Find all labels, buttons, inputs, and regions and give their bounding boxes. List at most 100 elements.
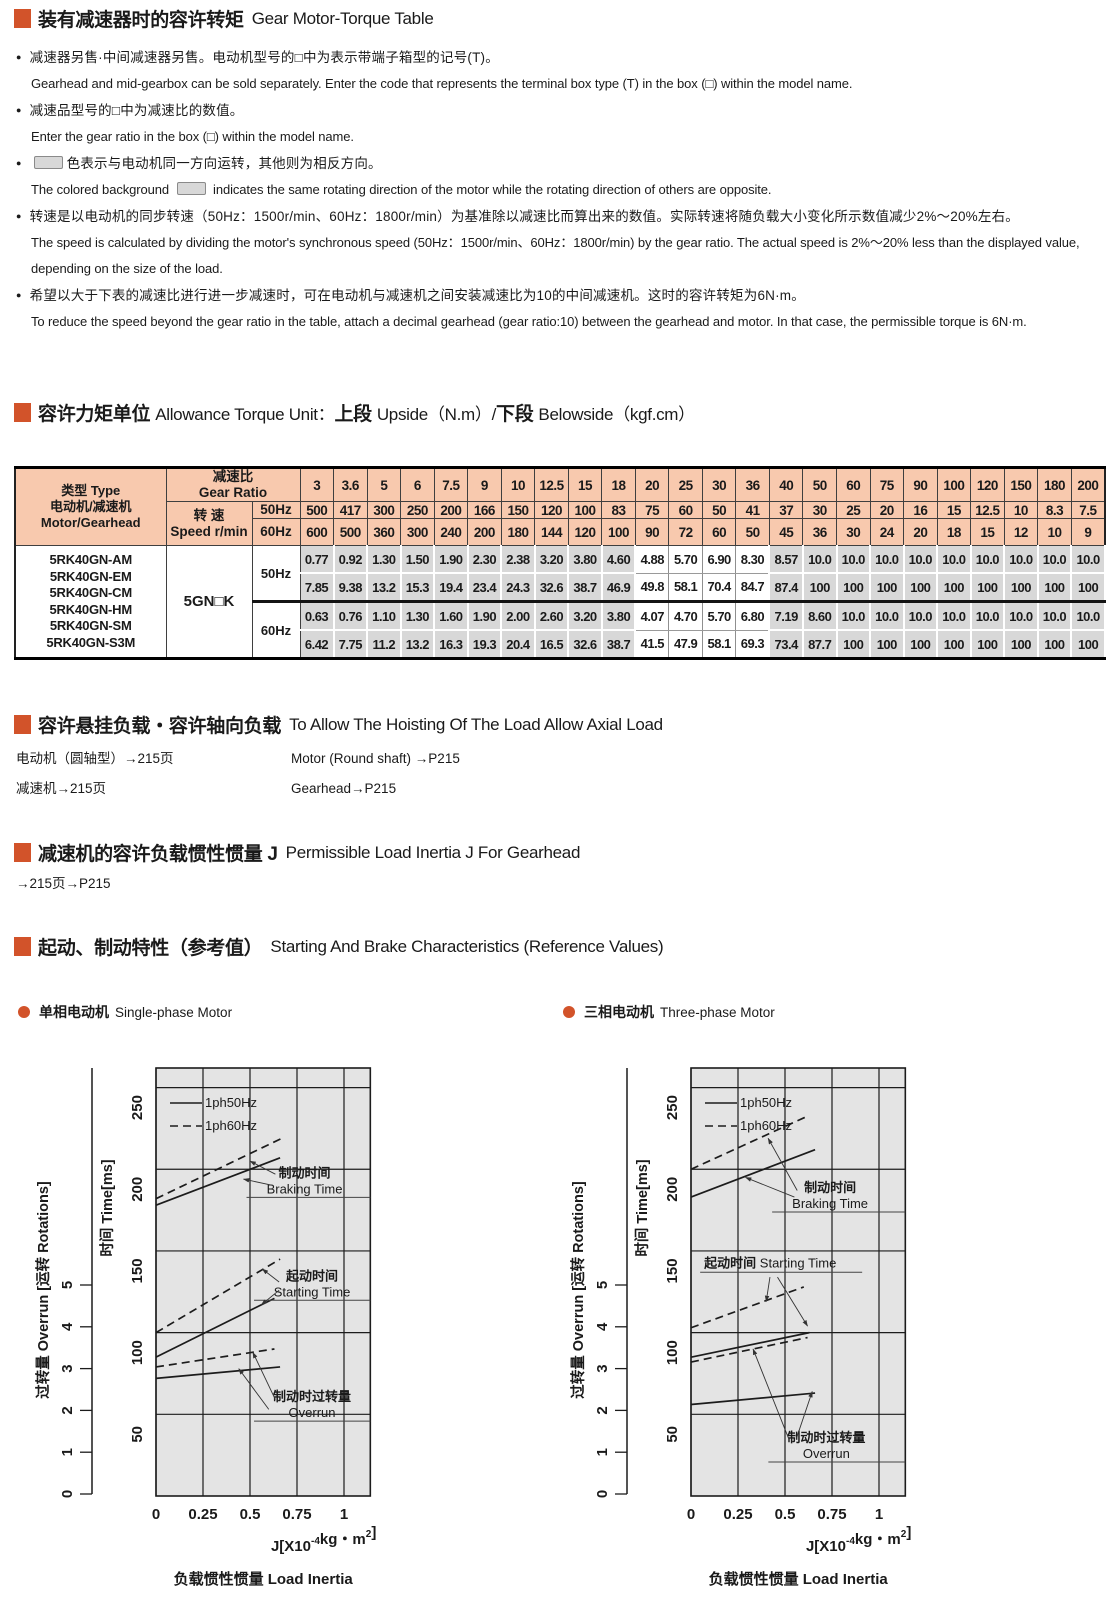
load-inertia-label: 负载惯性惯量 Load Inertia	[709, 1570, 889, 1588]
section-heading-start-brake: 起动、制动特性（参考值） Starting And Brake Characte…	[14, 933, 664, 960]
speed-50hz-value-cell: 83	[601, 501, 636, 519]
body-50hz-label-cell: 50Hz	[251, 545, 301, 602]
torque-nm-60hz-cell: 1.10	[366, 600, 402, 631]
speed-50hz-value-cell: 300	[366, 501, 402, 519]
torque-kgfcm-60hz-cell: 16.5	[533, 629, 570, 660]
annotation-arrow	[242, 1178, 274, 1187]
torque-kgfcm-50hz-cell: 100	[969, 572, 1006, 603]
series-overrun-50hz	[155, 1366, 281, 1380]
gear-ratio-value-cell: 90	[903, 467, 938, 502]
torque-kgfcm-60hz-cell: 73.4	[768, 629, 804, 660]
annotation-cn: 制动时间	[804, 1180, 856, 1195]
speed-50hz-value-cell: 7.5	[1070, 501, 1106, 519]
time-tick-label: 200	[129, 1177, 146, 1202]
time-tick-label: 50	[129, 1426, 146, 1443]
speed-50hz-value-cell: 30	[802, 501, 837, 519]
note-cn-line: ● 减速器另售·中间减速器另售。电动机型号的□中为表示带端子箱型的记号(T)。	[16, 50, 499, 65]
note-en-line: The colored background indicates the sam…	[31, 182, 772, 197]
gear-ratio-value-cell: 36	[735, 467, 770, 502]
speed-50hz-value-cell: 120	[534, 501, 569, 519]
annotation-arrow	[764, 1277, 771, 1303]
series-braking-time-60hz	[690, 1116, 807, 1171]
torque-kgfcm-60hz-cell: 58.1	[701, 629, 737, 660]
bullet-icon: ●	[16, 52, 22, 62]
overrun-tick-label: 0	[59, 1490, 76, 1498]
heading-cn: 装有减速器时的容许转矩	[38, 10, 244, 31]
torque-kgfcm-60hz-cell: 6.42	[299, 629, 335, 660]
torque-kgfcm-60hz-cell: 100	[902, 629, 939, 660]
torque-nm-50hz-cell: 8.30	[735, 545, 771, 574]
body-60hz-label-cell: 60Hz	[251, 600, 301, 659]
time-tick-label: 100	[129, 1340, 146, 1365]
speed-50hz-value-cell: 8.3	[1037, 501, 1072, 519]
torque-kgfcm-60hz-cell: 100	[1003, 629, 1039, 660]
overrun-tick-label: 2	[59, 1406, 76, 1414]
torque-kgfcm-50hz-cell: 87.4	[768, 572, 804, 603]
overrun-tick-label: 5	[59, 1281, 76, 1289]
heading-en-segment: Allowance Torque Unit：	[155, 405, 335, 424]
torque-kgfcm-50hz-cell: 100	[1036, 572, 1073, 603]
heading-torque-unit-text: 容许力矩单位 Allowance Torque Unit：上段 Upside（N…	[38, 399, 695, 426]
time-tick-label: 250	[664, 1095, 681, 1120]
torque-nm-60hz-cell: 2.60	[533, 600, 570, 631]
bullet-icon: ●	[16, 158, 22, 168]
torque-kgfcm-50hz-cell: 32.6	[533, 572, 570, 603]
annotation-en: Overrun	[803, 1446, 850, 1461]
torque-kgfcm-50hz-cell: 58.1	[668, 572, 703, 603]
x-tick-label: 1	[340, 1506, 348, 1523]
overrun-tick-label: 2	[594, 1406, 611, 1414]
annotation-arrow	[249, 1160, 276, 1175]
heading-cn-segment: 上段	[334, 404, 377, 425]
speed-60hz-value-cell: 72	[668, 518, 703, 546]
time-axis-title: 时间 Time[ms]	[98, 1159, 116, 1256]
overrun-tick-label: 4	[594, 1322, 611, 1331]
overrun-tick-label: 5	[594, 1281, 611, 1289]
orange-bullet-icon	[18, 1006, 30, 1018]
torque-nm-50hz-cell: 0.77	[299, 545, 335, 574]
torque-nm-50hz-cell: 3.80	[567, 545, 603, 574]
torque-nm-50hz-cell: 1.50	[399, 545, 436, 574]
torque-nm-50hz-cell: 0.92	[332, 545, 369, 574]
annotation-arrow	[252, 1351, 276, 1400]
speed-50hz-value-cell: 25	[836, 501, 871, 519]
three-phase-characteristics-chart: 50 100 150 200 250 0 1 2 3 4 5 过转量 Overrun [运转 Rota…	[569, 1067, 911, 1588]
speed-60hz-value-cell: 100	[601, 518, 636, 546]
torque-nm-50hz-cell: 4.60	[600, 545, 637, 574]
annotation-arrow	[777, 1276, 808, 1327]
torque-kgfcm-50hz-cell: 9.38	[332, 572, 369, 603]
annotation-arrow	[752, 1348, 790, 1439]
speed-60hz-value-cell: 10	[1037, 518, 1072, 546]
speed-50hz-value-cell: 100	[567, 501, 603, 519]
torque-nm-50hz-cell: 6.90	[701, 545, 737, 574]
speed-60hz-value-cell: 90	[634, 518, 670, 546]
torque-kgfcm-50hz-cell: 38.7	[567, 572, 603, 603]
speed-60hz-value-cell: 360	[366, 518, 402, 546]
speed-60hz-value-cell: 600	[299, 518, 335, 546]
type-header-cell: 类型 Type 电动机/减速机 Motor/Gearhead	[14, 467, 167, 546]
gear-ratio-value-cell: 3	[299, 467, 335, 502]
gear-ratio-value-cell: 6	[400, 467, 435, 502]
gear-ratio-value-cell: 150	[1003, 467, 1039, 502]
speed-60hz-value-cell: 144	[534, 518, 569, 546]
gear-motor-torque-table: 类型 Type 电动机/减速机 Motor/Gearhead 减速比 Gear Rati…	[14, 466, 1106, 660]
gear-ratio-value-cell: 7.5	[433, 467, 469, 502]
torque-nm-50hz-cell: 10.0	[869, 545, 905, 574]
series-starting-time-60hz	[690, 1286, 805, 1329]
time-tick-label: 150	[664, 1258, 681, 1283]
overrun-tick-label: 0	[594, 1490, 611, 1498]
note-cn-line: ● 减速品型号的□中为减速比的数值。	[16, 103, 244, 118]
gear-ratio-value-cell: 180	[1037, 467, 1072, 502]
gear-ratio-value-cell: 75	[869, 467, 905, 502]
note-cn-line: ● 色表示与电动机同一方向运转，其他则为相反方向。	[16, 156, 382, 171]
torque-nm-50hz-cell: 10.0	[1003, 545, 1039, 574]
torque-kgfcm-60hz-cell: 100	[835, 629, 872, 660]
torque-nm-60hz-cell: 4.07	[634, 600, 670, 631]
orange-bullet-icon	[563, 1006, 575, 1018]
gear-ratio-value-cell: 12.5	[534, 467, 569, 502]
series-braking-time-50hz	[690, 1148, 816, 1198]
speed-60hz-value-cell: 12	[1003, 518, 1039, 546]
section-heading-load-inertia: 减速机的容许负载惯性惯量 J Permissible Load Inertia …	[14, 839, 580, 866]
torque-nm-50hz-cell: 10.0	[969, 545, 1006, 574]
torque-nm-50hz-cell: 10.0	[1036, 545, 1073, 574]
torque-nm-50hz-cell: 1.90	[433, 545, 469, 574]
